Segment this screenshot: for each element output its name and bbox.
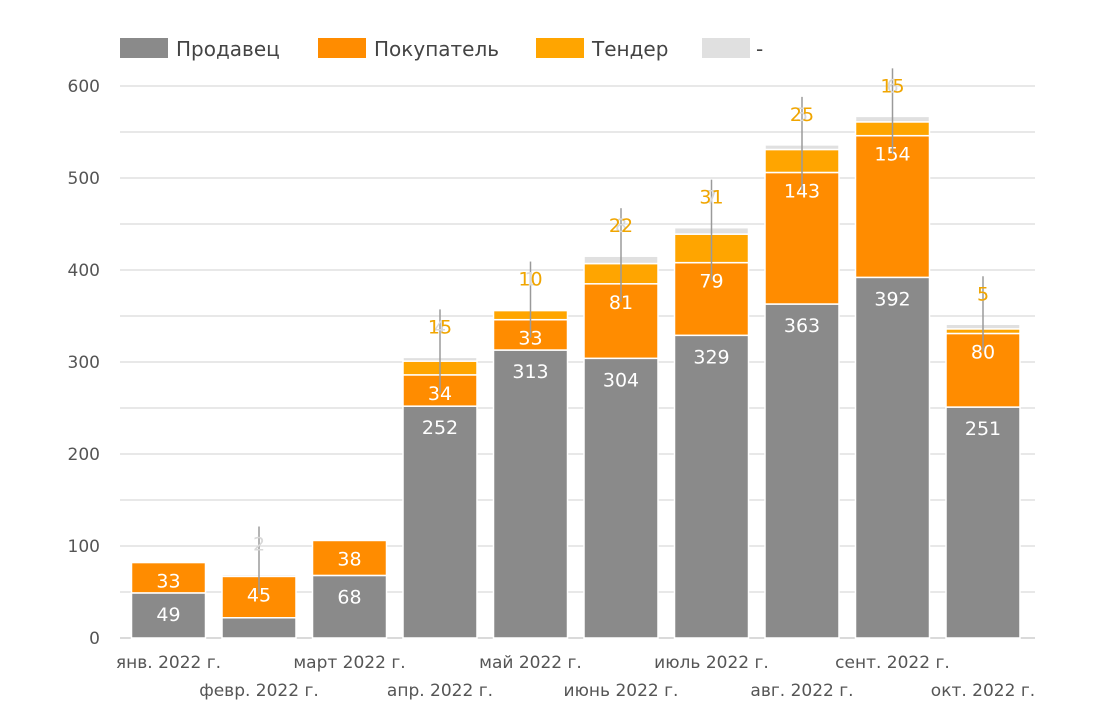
y-tick-label: 0 (89, 629, 100, 649)
data-label-seller: 363 (784, 315, 820, 337)
x-tick-label: июль 2022 г. (654, 653, 769, 673)
bar-segment-buyer (130, 561, 207, 594)
x-tick-label: авг. 2022 г. (750, 681, 853, 701)
legend-swatch-buyer (318, 38, 366, 58)
data-label-buyer: 38 (337, 548, 361, 570)
data-labels: 4933452683825234415313331103048182232979… (156, 68, 1001, 626)
data-label-dash: 4 (434, 316, 446, 338)
data-label-tender: 15 (880, 75, 904, 97)
data-label-tender: 10 (518, 269, 542, 291)
data-label-seller: 392 (874, 288, 910, 310)
data-label-buyer: 45 (247, 584, 271, 606)
legend-swatch-tender (536, 38, 584, 58)
x-tick-label: сент. 2022 г. (835, 653, 950, 673)
chart-legend: Продавец Покупатель Тендер - (120, 37, 763, 61)
data-label-dash: 5 (977, 283, 989, 305)
bar-segment-buyer (764, 171, 840, 305)
data-label-seller: 251 (965, 418, 1001, 440)
legend-label-dash: - (756, 37, 763, 61)
x-tick-label: окт. 2022 г. (931, 681, 1035, 701)
bar-segment-seller (583, 357, 659, 639)
data-label-buyer: 34 (428, 383, 452, 405)
bar-segment-seller (311, 574, 388, 639)
x-tick-label: апр. 2022 г. (387, 681, 493, 701)
data-label-tender: 5 (977, 283, 989, 305)
y-tick-label: 100 (68, 537, 100, 557)
bar-segment-buyer (311, 539, 388, 577)
y-tick-label: 500 (68, 169, 100, 189)
data-label-dash: 7 (705, 187, 717, 209)
bar-segment-seller (673, 334, 750, 639)
data-label-buyer: 143 (784, 180, 820, 202)
data-label-seller: 252 (422, 417, 458, 439)
bar-stack-group (130, 115, 1021, 639)
y-tick-label: 400 (68, 261, 100, 281)
y-tick-label: 600 (68, 77, 100, 97)
data-label-buyer: 33 (156, 571, 180, 593)
y-tick-label: 200 (68, 445, 100, 465)
legend-swatch-seller (120, 38, 168, 58)
data-label-tender: 25 (790, 104, 814, 126)
bar-segment-seller (854, 276, 931, 639)
data-label-dash: 5 (796, 104, 808, 126)
legend-label-buyer: Покупатель (374, 37, 499, 61)
data-label-buyer: 80 (971, 341, 995, 363)
data-label-seller: 329 (693, 346, 729, 368)
data-label-buyer: 154 (874, 144, 910, 166)
x-tick-label: март 2022 г. (293, 653, 405, 673)
data-label-buyer: 79 (699, 271, 723, 293)
x-tick-label: янв. 2022 г. (116, 653, 221, 673)
data-label-tender: 15 (428, 316, 452, 338)
legend-label-seller: Продавец (176, 37, 280, 61)
data-label-seller: 304 (603, 369, 639, 391)
data-label-buyer: 33 (518, 328, 542, 350)
bar-segment-seller (221, 617, 297, 639)
x-axis: янв. 2022 г. февр. 2022 г. март 2022 г. апр… (116, 653, 1035, 701)
data-label-dash: 2 (253, 534, 265, 556)
data-label-seller: 68 (337, 586, 361, 608)
data-label-dash: 6 (886, 75, 898, 97)
bar-segment-seller (945, 406, 1021, 639)
data-label-tender: 22 (609, 215, 633, 237)
data-label-tender: 31 (699, 187, 723, 209)
y-tick-label: 300 (68, 353, 100, 373)
legend-swatch-dash (702, 38, 750, 58)
data-label-dash: 1 (524, 269, 536, 291)
data-label-buyer: 81 (609, 292, 633, 314)
x-tick-label: июнь 2022 г. (564, 681, 679, 701)
bar-segment-buyer (854, 134, 931, 279)
data-label-seller: 49 (156, 604, 180, 626)
bar-segment-seller (130, 592, 207, 639)
bar-segment-seller (402, 405, 478, 639)
legend-label-tender: Тендер (591, 37, 668, 61)
bar-segment-seller (492, 349, 569, 639)
bar-segment-seller (764, 303, 840, 639)
y-axis: 0 100 200 300 400 500 600 (68, 77, 100, 649)
x-tick-label: февр. 2022 г. (199, 681, 319, 701)
x-tick-label: май 2022 г. (479, 653, 582, 673)
data-label-dash: 8 (615, 215, 627, 237)
data-label-seller: 313 (512, 361, 548, 383)
